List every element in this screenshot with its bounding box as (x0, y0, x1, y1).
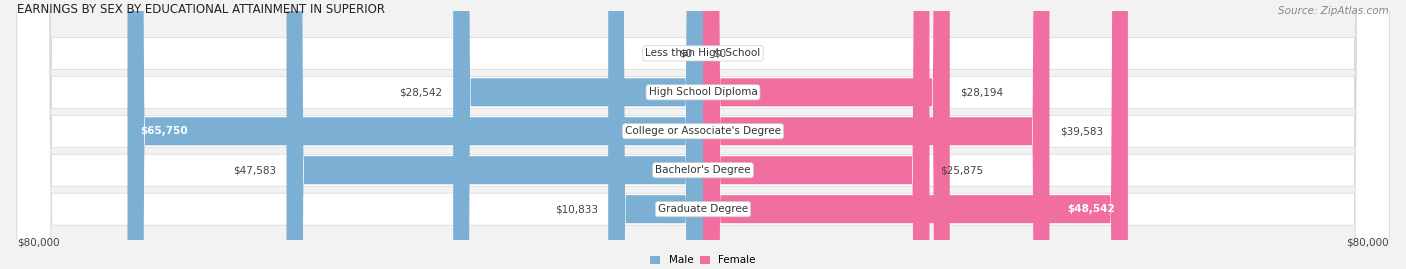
FancyBboxPatch shape (287, 0, 703, 269)
Text: $28,542: $28,542 (399, 87, 443, 97)
Text: Source: ZipAtlas.com: Source: ZipAtlas.com (1278, 6, 1389, 16)
FancyBboxPatch shape (128, 0, 703, 269)
Text: Bachelor's Degree: Bachelor's Degree (655, 165, 751, 175)
Text: EARNINGS BY SEX BY EDUCATIONAL ATTAINMENT IN SUPERIOR: EARNINGS BY SEX BY EDUCATIONAL ATTAINMEN… (17, 3, 385, 16)
Text: High School Diploma: High School Diploma (648, 87, 758, 97)
FancyBboxPatch shape (17, 0, 1389, 269)
FancyBboxPatch shape (703, 0, 929, 269)
Text: $39,583: $39,583 (1060, 126, 1104, 136)
FancyBboxPatch shape (703, 0, 1049, 269)
FancyBboxPatch shape (17, 0, 1389, 269)
Text: $80,000: $80,000 (1347, 237, 1389, 247)
FancyBboxPatch shape (17, 0, 1389, 269)
Text: $10,833: $10,833 (555, 204, 598, 214)
Text: College or Associate's Degree: College or Associate's Degree (626, 126, 780, 136)
FancyBboxPatch shape (703, 0, 950, 269)
FancyBboxPatch shape (703, 0, 1128, 269)
Text: $25,875: $25,875 (941, 165, 983, 175)
Text: Graduate Degree: Graduate Degree (658, 204, 748, 214)
Text: $48,542: $48,542 (1067, 204, 1115, 214)
Text: $80,000: $80,000 (17, 237, 59, 247)
Text: $65,750: $65,750 (141, 126, 188, 136)
Text: $0: $0 (679, 48, 693, 58)
Legend: Male, Female: Male, Female (645, 251, 761, 269)
FancyBboxPatch shape (17, 0, 1389, 269)
Text: $47,583: $47,583 (233, 165, 276, 175)
FancyBboxPatch shape (609, 0, 703, 269)
Text: $0: $0 (713, 48, 727, 58)
Text: $28,194: $28,194 (960, 87, 1004, 97)
Text: Less than High School: Less than High School (645, 48, 761, 58)
FancyBboxPatch shape (453, 0, 703, 269)
FancyBboxPatch shape (17, 0, 1389, 269)
